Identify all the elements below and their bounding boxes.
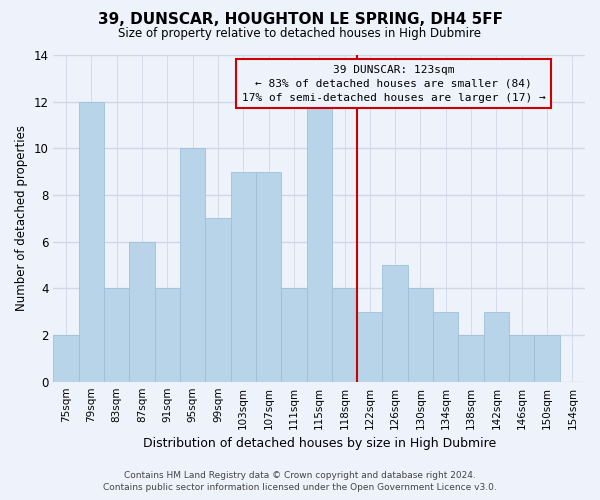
Y-axis label: Number of detached properties: Number of detached properties — [15, 126, 28, 312]
Bar — [535, 335, 560, 382]
Bar — [130, 242, 155, 382]
Bar — [357, 312, 382, 382]
Bar — [104, 288, 130, 382]
Bar — [79, 102, 104, 382]
Bar — [433, 312, 458, 382]
Bar — [53, 335, 79, 382]
Bar — [509, 335, 535, 382]
Bar — [484, 312, 509, 382]
Bar — [155, 288, 180, 382]
Text: Size of property relative to detached houses in High Dubmire: Size of property relative to detached ho… — [119, 28, 482, 40]
Bar — [180, 148, 205, 382]
Bar — [230, 172, 256, 382]
Bar — [205, 218, 230, 382]
Bar — [307, 102, 332, 382]
Bar — [332, 288, 357, 382]
Bar — [256, 172, 281, 382]
X-axis label: Distribution of detached houses by size in High Dubmire: Distribution of detached houses by size … — [143, 437, 496, 450]
Bar — [382, 265, 408, 382]
Text: Contains HM Land Registry data © Crown copyright and database right 2024.
Contai: Contains HM Land Registry data © Crown c… — [103, 471, 497, 492]
Bar — [408, 288, 433, 382]
Text: 39, DUNSCAR, HOUGHTON LE SPRING, DH4 5FF: 39, DUNSCAR, HOUGHTON LE SPRING, DH4 5FF — [97, 12, 503, 28]
Bar — [458, 335, 484, 382]
Text: 39 DUNSCAR: 123sqm
← 83% of detached houses are smaller (84)
17% of semi-detache: 39 DUNSCAR: 123sqm ← 83% of detached hou… — [242, 65, 545, 103]
Bar — [281, 288, 307, 382]
